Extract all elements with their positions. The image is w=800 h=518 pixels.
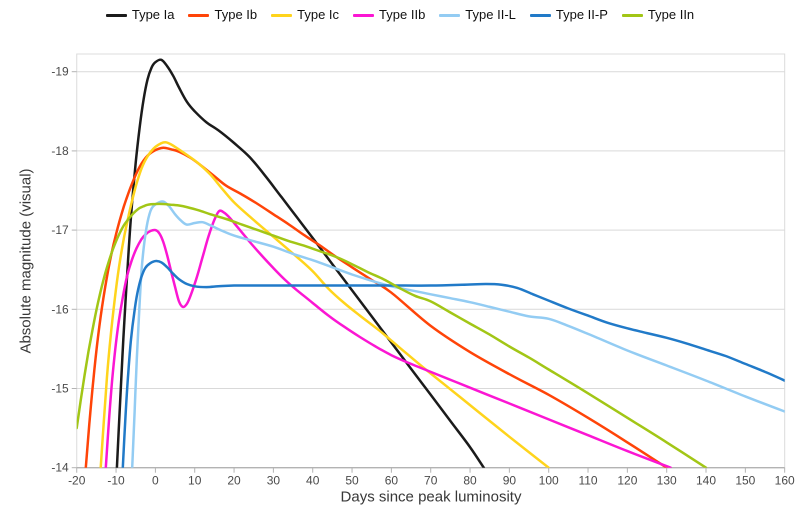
legend-label: Type II-P: [555, 7, 608, 22]
legend-item-type-ic: Type Ic: [271, 7, 339, 23]
legend-label: Type Ib: [214, 7, 258, 22]
legend-label: Type Ic: [297, 7, 340, 22]
series-line-type-ib: [84, 146, 668, 468]
x-tick-label: 0: [152, 474, 159, 488]
x-tick-label: 140: [696, 474, 716, 488]
series-line-type-ia: [115, 58, 486, 468]
legend-swatch-icon: [439, 13, 461, 17]
legend-label: Type Ia: [131, 7, 175, 22]
legend-swatch-icon: [529, 13, 551, 17]
x-tick-label: 160: [775, 474, 795, 488]
series-line-type-iin: [76, 202, 708, 468]
series-line-type-ii-l: [130, 200, 785, 468]
legend-label: Type II-L: [465, 7, 516, 22]
legend-swatch-icon: [621, 13, 643, 17]
legend-item-type-ii-p: Type II-P: [529, 7, 608, 23]
x-tick-label: 50: [345, 474, 359, 488]
y-tick-label: -17: [51, 223, 69, 237]
series-line-type-ii-p: [121, 259, 785, 468]
series-line-type-ic: [99, 140, 550, 468]
plot-border: [76, 53, 786, 469]
x-tick-label: 70: [424, 474, 438, 488]
x-tick-label: 150: [735, 474, 755, 488]
legend-item-type-ii-l: Type II-L: [439, 7, 516, 23]
legend-swatch-icon: [188, 13, 210, 17]
x-tick-label: 90: [503, 474, 517, 488]
x-tick-label: 60: [385, 474, 399, 488]
x-tick-label: -20: [68, 474, 86, 488]
y-tick-label: -19: [51, 65, 69, 79]
legend-item-type-iin: Type IIn: [621, 7, 695, 23]
chart-legend: Type Ia Type Ib Type Ic Type IIb Type II-L Ty…: [0, 7, 800, 23]
y-tick-label: -14: [51, 461, 69, 475]
legend-item-type-ib: Type Ib: [188, 7, 257, 23]
legend-item-type-ia: Type Ia: [105, 7, 175, 23]
x-tick-label: 80: [463, 474, 477, 488]
x-tick-label: 100: [539, 474, 559, 488]
x-tick-label: 10: [188, 474, 202, 488]
x-tick-label: 110: [578, 474, 597, 488]
legend-label: Type IIb: [379, 7, 426, 22]
legend-item-type-iib: Type IIb: [353, 7, 425, 23]
x-tick-label: 40: [306, 474, 320, 488]
legend-swatch-icon: [353, 13, 375, 17]
x-tick-label: 120: [617, 474, 637, 488]
y-axis-label: Absolute magnitude (visual): [17, 168, 35, 354]
series-line-type-iib: [104, 209, 672, 468]
legend-swatch-icon: [271, 13, 293, 17]
x-tick-label: 130: [657, 474, 677, 488]
x-tick-label: 20: [227, 474, 241, 488]
x-tick-label: -10: [107, 474, 125, 488]
y-tick-label: -18: [51, 144, 69, 158]
y-tick-label: -15: [51, 382, 69, 396]
x-tick-label: 30: [267, 474, 281, 488]
series-group: [76, 58, 785, 468]
y-tick-label: -16: [51, 302, 69, 316]
legend-swatch-icon: [105, 13, 127, 17]
legend-label: Type IIn: [647, 7, 695, 22]
x-axis-label: Days since peak luminosity: [340, 488, 522, 506]
